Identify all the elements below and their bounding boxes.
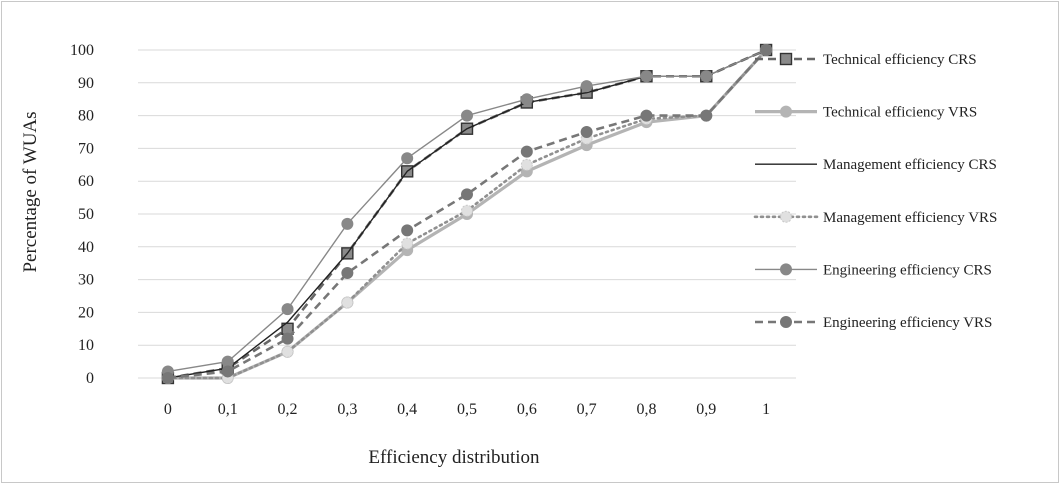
legend-marker <box>780 105 792 118</box>
data-point <box>640 109 653 122</box>
legend-label: Technical efficiency VRS <box>823 105 977 121</box>
series-line <box>167 49 768 380</box>
data-point <box>520 158 533 171</box>
x-axis-title: Efficiency distribution <box>368 447 540 468</box>
y-tick-label: 100 <box>70 42 94 59</box>
legend-item-2: Technical efficiency VRS <box>755 105 977 121</box>
y-tick-label: 20 <box>78 304 94 321</box>
data-point <box>461 204 473 217</box>
data-point <box>401 224 414 237</box>
data-point <box>221 365 234 378</box>
x-tick-label: 0,7 <box>577 401 597 418</box>
x-tick-label: 0,2 <box>278 401 298 418</box>
data-point <box>281 332 294 345</box>
data-point <box>161 372 174 384</box>
x-tick-label: 0,5 <box>457 401 477 418</box>
data-point <box>700 109 713 122</box>
legend-label: Technical efficiency CRS <box>823 52 977 68</box>
data-point <box>341 267 354 280</box>
data-point <box>760 44 773 56</box>
x-tick-label: 0,1 <box>218 401 238 418</box>
y-tick-label: 30 <box>78 272 94 289</box>
y-tick-label: 90 <box>78 75 94 92</box>
x-tick-label: 1 <box>762 401 770 418</box>
legend-label: Management efficiency CRS <box>823 157 997 173</box>
y-tick-label: 40 <box>78 239 94 256</box>
data-point <box>580 80 593 93</box>
y-tick-label: 50 <box>78 206 94 223</box>
data-point <box>341 296 354 309</box>
y-tick-label: 10 <box>78 337 94 354</box>
data-point <box>341 217 354 230</box>
y-axis-ticks: 0 10 20 30 40 50 60 70 80 90 100 <box>70 42 94 387</box>
legend-item-5: Engineering efficiency CRS <box>755 262 992 278</box>
legend-label: Management efficiency VRS <box>823 210 997 226</box>
legend-marker <box>779 52 793 66</box>
x-tick-label: 0,4 <box>397 401 417 418</box>
y-tick-label: 60 <box>78 173 94 190</box>
legend-item-4: Management efficiency VRS <box>753 210 997 226</box>
series-6 <box>161 44 773 384</box>
series-5 <box>161 44 773 378</box>
legend-marker <box>780 210 792 223</box>
legend-item-3: Management efficiency CRS <box>755 157 997 173</box>
data-point <box>520 93 533 106</box>
y-tick-label: 0 <box>86 370 94 387</box>
series-lines <box>161 43 773 385</box>
legend-label: Engineering efficiency VRS <box>823 315 992 331</box>
legend-label: Engineering efficiency CRS <box>823 262 992 278</box>
data-point <box>520 145 533 158</box>
x-tick-label: 0,3 <box>337 401 357 418</box>
data-point <box>640 70 653 83</box>
legend-item-1: Technical efficiency CRS <box>755 52 977 68</box>
data-point <box>461 188 473 201</box>
x-axis-ticks: 0 0,1 0,2 0,3 0,4 0,5 0,6 0,7 0,8 0,9 1 <box>164 401 770 418</box>
data-point <box>401 237 414 250</box>
legend-marker <box>780 316 792 328</box>
x-tick-label: 0,9 <box>696 401 716 418</box>
x-tick-label: 0,6 <box>517 401 537 418</box>
data-point <box>281 303 294 316</box>
data-point <box>700 70 713 83</box>
legend: Technical efficiency CRS Technical effici… <box>753 52 997 331</box>
data-point <box>461 109 473 122</box>
x-tick-label: 0 <box>164 401 172 418</box>
data-point <box>281 345 294 358</box>
legend-item-6: Engineering efficiency VRS <box>755 315 992 331</box>
y-tick-label: 70 <box>78 140 94 157</box>
y-tick-label: 80 <box>78 108 94 125</box>
data-point <box>580 126 593 138</box>
data-point <box>401 152 414 165</box>
x-tick-label: 0,8 <box>636 401 656 418</box>
legend-marker <box>780 263 792 276</box>
y-axis-title: Percentage of WUAs <box>20 111 41 272</box>
